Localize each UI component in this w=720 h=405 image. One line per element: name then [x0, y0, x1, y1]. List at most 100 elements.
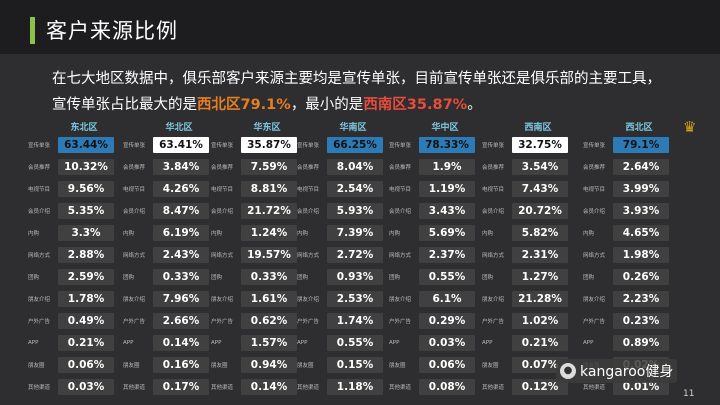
source-label: 朋友圈 — [389, 363, 406, 369]
value-cell: 0.12% — [512, 379, 568, 395]
table-row: 朋友圈 0.06% — [389, 354, 477, 376]
source-label: 内购 — [482, 231, 494, 237]
value-cell: 1.98% — [613, 247, 669, 263]
value-cell: 2.23% — [613, 291, 669, 307]
table-row: 电视节目 8.81% — [211, 178, 299, 200]
source-label: 朋友圈 — [482, 363, 499, 369]
value-cell: 8.04% — [327, 159, 383, 175]
value-cell: 1.9% — [419, 159, 475, 175]
table-row: 内购 1.24% — [211, 222, 299, 244]
source-label: 户外广告 — [389, 319, 412, 325]
value-cell: 0.06% — [419, 357, 475, 373]
table-row: 网络方式 2.72% — [297, 244, 385, 266]
value-cell: 3.54% — [512, 159, 568, 175]
source-label: 朋友介绍 — [28, 297, 51, 303]
source-label: 电视节目 — [211, 187, 234, 193]
table-row: 其他渠道 0.12% — [482, 376, 570, 398]
value-cell: 21.28% — [512, 291, 568, 307]
source-label: 其他渠道 — [123, 385, 146, 391]
table-row: 内购 5.69% — [389, 222, 477, 244]
table-row: 户外广告 1.74% — [297, 310, 385, 332]
table-row: 会员介绍 20.72% — [482, 200, 570, 222]
value-cell: 1.61% — [241, 291, 297, 307]
source-label: 户外广告 — [211, 319, 234, 325]
value-cell: 0.93% — [327, 269, 383, 285]
watermark-text: kangaroo健身 — [580, 364, 674, 380]
table-row: 会员推荐 1.9% — [389, 156, 477, 178]
source-label: APP — [28, 340, 39, 346]
value-cell: 2.53% — [327, 291, 383, 307]
source-label: 网络方式 — [583, 253, 606, 259]
source-label: 其他渠道 — [297, 385, 320, 391]
source-label: 会员推荐 — [123, 165, 146, 171]
table-row: 宣传单张 79.1% — [583, 134, 671, 156]
source-label: 内购 — [297, 231, 309, 237]
value-cell: 9.56% — [58, 181, 114, 197]
value-cell: 8.81% — [241, 181, 297, 197]
source-label: APP — [297, 340, 308, 346]
value-cell: 4.65% — [613, 225, 669, 241]
source-label: 会员介绍 — [297, 209, 320, 215]
value-cell: 2.31% — [512, 247, 568, 263]
value-cell: 7.39% — [327, 225, 383, 241]
value-cell: 0.62% — [241, 313, 297, 329]
source-label: 团购 — [389, 275, 401, 281]
table-row: 朋友圈 0.06% — [28, 354, 116, 376]
table-row: 电视节目 4.26% — [123, 178, 211, 200]
source-label: 内购 — [583, 231, 595, 237]
table-row: 其他渠道 0.08% — [389, 376, 477, 398]
source-label: 会员推荐 — [389, 165, 412, 171]
source-label: 朋友圈 — [297, 363, 314, 369]
value-cell: 0.17% — [153, 379, 209, 395]
table-row: 网络方式 2.37% — [389, 244, 477, 266]
table-row: 朋友圈 0.16% — [123, 354, 211, 376]
table-row: 会员推荐 2.64% — [583, 156, 671, 178]
table-row: 网络方式 19.57% — [211, 244, 299, 266]
value-cell: 1.74% — [327, 313, 383, 329]
source-label: 朋友介绍 — [389, 297, 412, 303]
value-cell: 1.19% — [419, 181, 475, 197]
value-cell: 1.02% — [512, 313, 568, 329]
source-label: 内购 — [389, 231, 401, 237]
table-row: 网络方式 2.43% — [123, 244, 211, 266]
table-row: 户外广告 0.23% — [583, 310, 671, 332]
value-cell: 2.88% — [58, 247, 114, 263]
table-row: 朋友圈 0.94% — [211, 354, 299, 376]
title-accent-bar — [30, 17, 35, 44]
source-label: APP — [482, 340, 493, 346]
source-label: 朋友介绍 — [123, 297, 146, 303]
source-label: 朋友圈 — [28, 363, 45, 369]
source-label: 宣传单张 — [123, 143, 146, 149]
source-label: 团购 — [28, 275, 40, 281]
table-row: 电视节目 2.54% — [297, 178, 385, 200]
source-label: 团购 — [123, 275, 135, 281]
value-cell: 0.55% — [419, 269, 475, 285]
intro-min-highlight: 西南区35.87% — [363, 97, 468, 113]
source-label: 宣传单张 — [482, 143, 505, 149]
value-cell: 6.1% — [419, 291, 475, 307]
top-value-cell: 66.25% — [327, 137, 383, 153]
source-label: 会员介绍 — [211, 209, 234, 215]
value-cell: 0.15% — [327, 357, 383, 373]
intro-line-2: 宣传单张占比最大的是西北区79.1%，最小的是西南区35.87%。 — [52, 92, 692, 118]
value-cell: 2.54% — [327, 181, 383, 197]
value-cell: 1.18% — [327, 379, 383, 395]
value-cell: 2.66% — [153, 313, 209, 329]
table-row: 电视节目 1.19% — [389, 178, 477, 200]
value-cell: 2.43% — [153, 247, 209, 263]
source-label: 网络方式 — [211, 253, 234, 259]
intro-paragraph: 在七大地区数据中，俱乐部客户来源主要均是宣传单张，目前宣传单张还是俱乐部的主要工… — [52, 66, 692, 118]
value-cell: 10.32% — [58, 159, 114, 175]
value-cell: 5.35% — [58, 203, 114, 219]
value-cell: 0.16% — [153, 357, 209, 373]
table-row: 宣传单张 66.25% — [297, 134, 385, 156]
table-row: 内购 7.39% — [297, 222, 385, 244]
top-value-cell: 35.87% — [241, 137, 297, 153]
table-row: 网络方式 1.98% — [583, 244, 671, 266]
source-label: 朋友介绍 — [297, 297, 320, 303]
value-cell: 0.89% — [613, 335, 669, 351]
value-cell: 2.64% — [613, 159, 669, 175]
source-label: 会员推荐 — [297, 165, 320, 171]
table-row: 会员推荐 7.59% — [211, 156, 299, 178]
top-value-cell: 79.1% — [613, 137, 669, 153]
